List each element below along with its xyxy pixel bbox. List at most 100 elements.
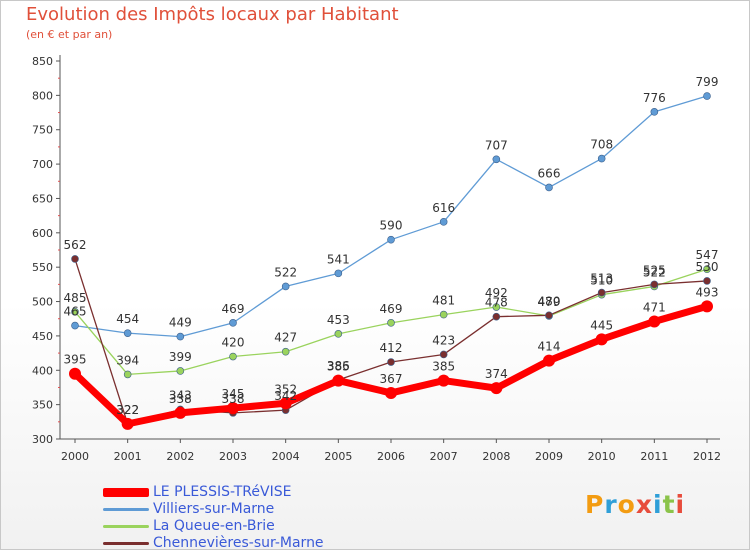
proxiti-logo: Proxiti: [585, 490, 685, 519]
data-label: 479: [538, 295, 561, 309]
data-label: 469: [222, 302, 245, 316]
x-tick-label: 2001: [114, 450, 142, 463]
data-point: [71, 321, 79, 330]
data-point: [387, 358, 395, 366]
data-point: [545, 311, 553, 320]
data-point: [71, 255, 79, 263]
data-point: [597, 288, 606, 297]
legend-label: La Queue-en-Brie: [153, 518, 275, 534]
data-point: [387, 235, 395, 244]
data-label: 708: [590, 138, 613, 152]
data-label: 338: [222, 392, 245, 406]
data-point: [545, 183, 553, 192]
data-label: 478: [485, 296, 508, 310]
x-tick-label: 2012: [693, 450, 721, 463]
data-point: [439, 350, 448, 359]
data-label: 394: [116, 353, 139, 367]
logo-letter: r: [604, 490, 618, 519]
legend-item: LE PLESSIS-TRéVISE: [103, 484, 324, 501]
data-point: [123, 370, 132, 379]
data-label: 445: [590, 318, 613, 332]
data-point: [492, 155, 501, 164]
data-label: 530: [696, 260, 719, 274]
data-point: [174, 406, 187, 419]
data-point: [176, 367, 185, 375]
data-label: 342: [274, 389, 297, 403]
data-label: 541: [327, 252, 350, 266]
x-tick-label: 2008: [482, 450, 510, 463]
data-point: [703, 265, 711, 274]
data-label: 666: [538, 166, 561, 180]
logo-letter: t: [662, 490, 676, 519]
data-point: [387, 319, 395, 327]
data-point: [701, 300, 713, 313]
data-point: [71, 308, 79, 316]
data-label: 616: [432, 201, 455, 215]
y-tick-label: 650: [32, 192, 53, 205]
data-label: 423: [432, 333, 455, 347]
x-tick-label: 2005: [324, 450, 352, 463]
series-line-villiers-sur-marne: [74, 95, 708, 338]
data-point: [227, 402, 239, 415]
data-point: [648, 315, 661, 328]
y-tick-label: 350: [32, 399, 53, 412]
data-label: 412: [380, 341, 403, 355]
data-label: 322: [116, 403, 139, 417]
data-point: [332, 374, 345, 387]
data-label: 352: [274, 382, 297, 396]
data-point: [437, 374, 450, 387]
data-label: 471: [643, 300, 666, 314]
logo-letter: x: [635, 490, 653, 519]
data-label: 481: [432, 294, 455, 308]
x-tick-label: 2004: [272, 450, 300, 463]
data-point: [281, 282, 290, 291]
logo-letter: i: [653, 490, 663, 519]
y-tick-label: 400: [32, 364, 53, 377]
x-tick-label: 2000: [61, 450, 89, 463]
data-label: 420: [222, 336, 245, 350]
data-point: [439, 218, 448, 226]
legend-item: La Queue-en-Brie: [103, 518, 324, 535]
data-label: 414: [538, 340, 561, 354]
data-label: 522: [274, 265, 297, 279]
data-point: [595, 333, 608, 346]
data-label: 343: [169, 388, 192, 402]
data-label: 492: [485, 286, 508, 300]
data-label: 493: [696, 285, 719, 299]
data-label: 465: [64, 305, 87, 319]
data-point: [439, 310, 448, 319]
y-tick-label: 450: [32, 330, 53, 343]
legend: LE PLESSIS-TRéVISE Villiers-sur-Marne La Q…: [103, 484, 324, 552]
data-point: [69, 367, 81, 380]
data-label: 385: [327, 360, 350, 374]
data-label: 385: [432, 360, 455, 374]
logo-letter: i: [675, 490, 686, 519]
data-label: 399: [169, 350, 192, 364]
data-label: 707: [485, 138, 508, 152]
data-label: 454: [116, 312, 139, 326]
y-tick-label: 600: [32, 227, 53, 240]
chart-title: Evolution des Impôts locaux par Habitant: [26, 4, 399, 25]
legend-swatch: [103, 488, 149, 497]
chart-subtitle: (en € et par an): [26, 28, 113, 41]
logo-letter: P: [585, 490, 605, 519]
data-point: [281, 347, 290, 356]
legend-item: Villiers-sur-Marne: [103, 501, 324, 518]
data-label: 525: [643, 263, 666, 277]
legend-swatch: [103, 542, 149, 545]
data-point: [334, 269, 343, 278]
data-point: [703, 277, 711, 285]
data-label: 453: [327, 313, 350, 327]
data-point: [121, 417, 134, 430]
data-point: [279, 397, 292, 410]
x-tick-label: 2011: [640, 450, 668, 463]
y-tick-label: 300: [32, 433, 53, 446]
legend-label: LE PLESSIS-TRéVISE: [153, 484, 292, 500]
data-point: [123, 329, 132, 337]
data-point: [490, 382, 503, 395]
data-label: 427: [274, 331, 297, 345]
data-point: [650, 280, 659, 289]
line-chart: 300 350 400 450 500 550 600 650 700 750 800 850 2000…: [32, 55, 721, 463]
data-label: 562: [64, 238, 87, 252]
